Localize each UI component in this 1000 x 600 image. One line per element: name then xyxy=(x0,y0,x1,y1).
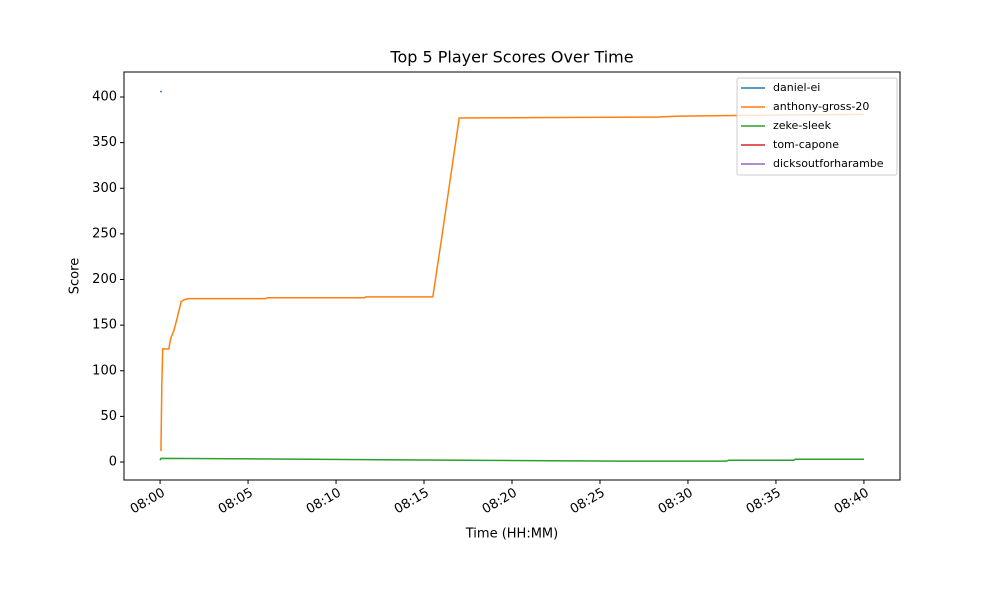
legend-label: zeke-sleek xyxy=(773,119,832,132)
series-line xyxy=(159,457,864,462)
x-tick-label: 08:05 xyxy=(216,486,256,518)
chart-title: Top 5 Player Scores Over Time xyxy=(389,48,633,67)
x-tick-label: 08:40 xyxy=(832,486,872,518)
y-tick-label: 200 xyxy=(92,272,117,287)
y-tick-label: 50 xyxy=(100,409,117,424)
legend-label: anthony-gross-20 xyxy=(773,100,869,113)
y-tick-label: 300 xyxy=(92,181,117,196)
y-tick-label: 350 xyxy=(92,135,117,150)
legend-label: daniel-ei xyxy=(773,81,820,94)
x-tick-label: 08:15 xyxy=(392,486,432,518)
legend-label: dicksoutforharambe xyxy=(773,157,884,170)
y-tick-label: 100 xyxy=(92,363,117,378)
x-tick-label: 08:30 xyxy=(656,486,696,518)
legend-label: tom-capone xyxy=(773,138,839,151)
y-tick-label: 150 xyxy=(92,318,117,333)
x-tick-label: 08:20 xyxy=(480,486,520,518)
series-line xyxy=(160,113,864,452)
x-axis-label: Time (HH:MM) xyxy=(465,527,558,542)
x-tick-label: 08:10 xyxy=(304,486,344,518)
legend-box xyxy=(736,77,898,176)
x-tick-label: 08:25 xyxy=(568,486,608,518)
x-tick-label: 08:35 xyxy=(744,486,784,518)
y-tick-label: 0 xyxy=(109,455,117,470)
y-tick-label: 250 xyxy=(92,226,117,241)
y-axis-label: Score xyxy=(68,258,83,294)
y-tick-label: 400 xyxy=(92,90,117,105)
x-tick-label: 08:00 xyxy=(128,486,168,518)
